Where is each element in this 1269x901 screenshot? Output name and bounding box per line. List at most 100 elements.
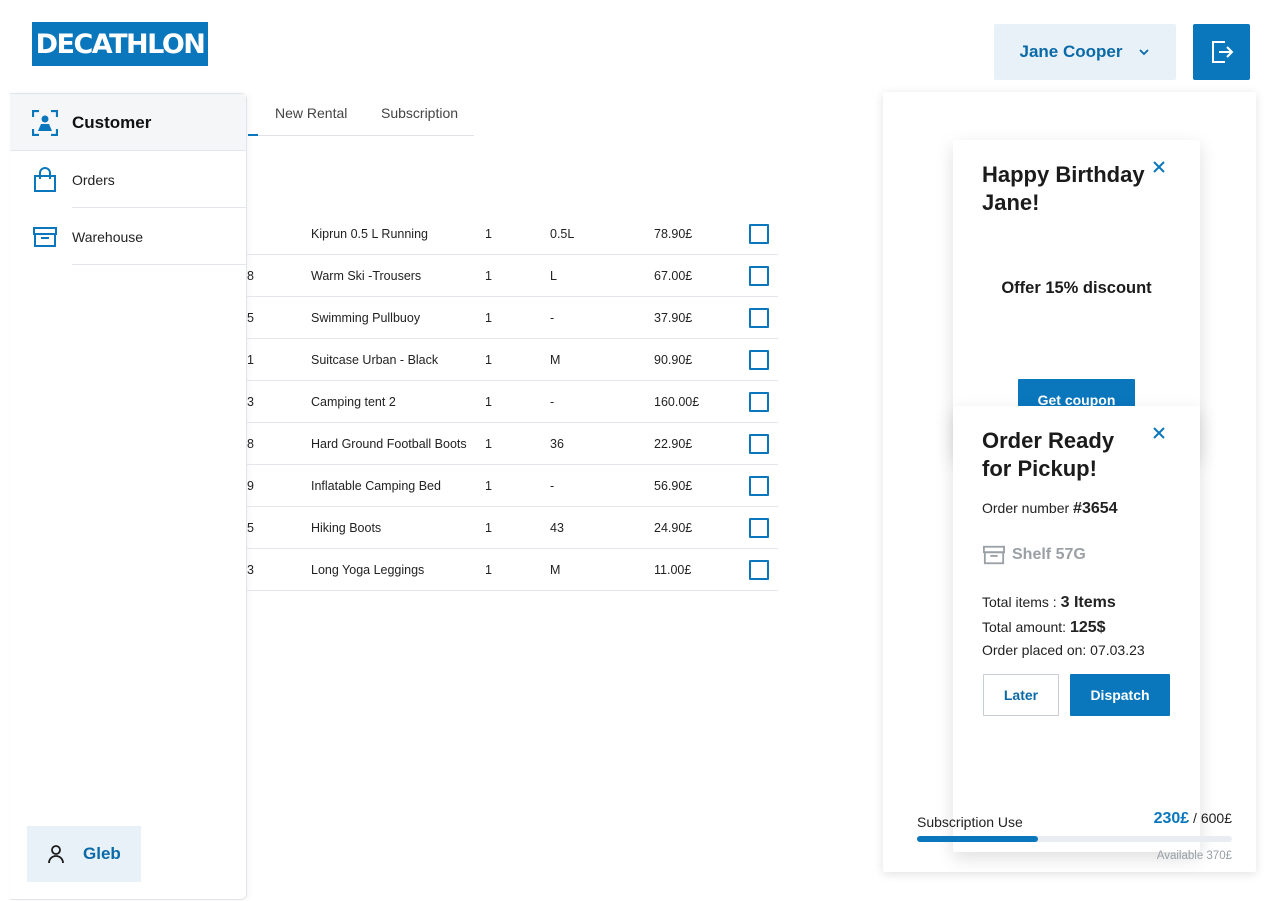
row-checkbox[interactable] — [749, 433, 769, 454]
row-checkbox[interactable] — [749, 349, 769, 370]
sidebar-item-orders[interactable]: Orders — [10, 151, 246, 208]
item-id-cell: 5 — [247, 520, 254, 535]
item-qty-cell: 1 — [485, 394, 492, 409]
rental-items-table: Kiprun 0.5 L Running 1 0.5L 78.90£ 8 Warm Ski… — [247, 213, 778, 591]
sidebar-item-label: Orders — [72, 171, 115, 188]
subscription-use-value: 230£ / 600£ — [1153, 810, 1232, 827]
later-button[interactable]: Later — [983, 674, 1059, 716]
item-id-cell: 3 — [247, 562, 254, 577]
item-size-cell: M — [550, 562, 561, 577]
item-name-cell: Long Yoga Leggings — [311, 562, 425, 577]
item-id-cell: 8 — [247, 436, 254, 451]
logout-button[interactable] — [1193, 24, 1250, 80]
user-menu-button[interactable]: Jane Cooper — [994, 24, 1176, 80]
item-size-cell: 36 — [550, 436, 564, 451]
shelf-location: Shelf 57G — [982, 544, 1086, 566]
warehouse-icon — [32, 224, 58, 250]
item-qty-cell: 1 — [485, 520, 492, 535]
item-price-cell: 90.90£ — [654, 352, 693, 367]
item-size-cell: - — [550, 310, 555, 325]
sidebar-item-warehouse[interactable]: Warehouse — [10, 208, 246, 265]
subscription-use-label: Subscription Use — [917, 814, 1023, 830]
sidebar-item-label: Warehouse — [72, 228, 144, 245]
item-name-cell: Warm Ski -Trousers — [311, 268, 422, 283]
row-checkbox[interactable] — [749, 265, 769, 286]
table-row: 9 Inflatable Camping Bed 1 - 56.90£ — [247, 465, 778, 507]
tab-active-indicator — [248, 134, 258, 136]
item-id-cell: 5 — [247, 310, 254, 325]
row-checkbox[interactable] — [749, 307, 769, 328]
order-pickup-card: Order Ready for Pickup! Order number #36… — [953, 406, 1200, 852]
logout-icon — [1211, 41, 1233, 63]
subscription-progress-fill — [917, 836, 1038, 842]
birthday-card: Happy Birthday Jane! Offer 15% discount … — [953, 140, 1200, 456]
current-user-button[interactable]: Gleb — [27, 826, 141, 882]
current-user-name: Gleb — [83, 844, 121, 863]
tab-bar: New Rental Subscription — [248, 93, 474, 136]
table-row: Kiprun 0.5 L Running 1 0.5L 78.90£ — [247, 213, 778, 255]
pickup-title: Order Ready for Pickup! — [982, 428, 1115, 481]
table-row: 5 Swimming Pullbuoy 1 - 37.90£ — [247, 297, 778, 339]
sidebar-item-customer[interactable]: Customer — [10, 94, 246, 151]
item-name-cell: Camping tent 2 — [311, 394, 396, 409]
item-qty-cell: 1 — [485, 478, 492, 493]
row-checkbox[interactable] — [749, 559, 769, 580]
chevron-down-icon — [1139, 49, 1150, 56]
table-row: 3 Camping tent 2 1 - 160.00£ — [247, 381, 778, 423]
item-price-cell: 24.90£ — [654, 520, 693, 535]
item-id-cell: 3 — [247, 394, 254, 409]
item-name-cell: Suitcase Urban - Black — [311, 352, 439, 367]
item-qty-cell: 1 — [485, 436, 492, 451]
row-checkbox[interactable] — [749, 475, 769, 496]
item-price-cell: 160.00£ — [654, 394, 700, 409]
table-row: 3 Long Yoga Leggings 1 M 11.00£ — [247, 549, 778, 591]
item-id-cell: 1 — [247, 352, 254, 367]
close-icon[interactable] — [1152, 426, 1166, 440]
decathlon-logo[interactable]: DECATHLON — [32, 22, 208, 66]
item-name-cell: Swimming Pullbuoy — [311, 310, 421, 325]
item-qty-cell: 1 — [485, 268, 492, 283]
table-row: 5 Hiking Boots 1 43 24.90£ — [247, 507, 778, 549]
tab-subscription[interactable]: Subscription — [381, 105, 459, 121]
table-row: 8 Hard Ground Football Boots 1 36 22.90£ — [247, 423, 778, 465]
item-size-cell: - — [550, 478, 555, 493]
warehouse-icon — [983, 545, 1005, 565]
item-size-cell: - — [550, 394, 555, 409]
item-qty-cell: 1 — [485, 352, 492, 367]
item-qty-cell: 1 — [485, 226, 492, 241]
row-checkbox[interactable] — [749, 391, 769, 412]
sidebar-item-label: Customer — [72, 112, 152, 132]
birthday-title: Happy Birthday Jane! — [982, 162, 1145, 215]
subscription-progress-bar — [917, 836, 1232, 842]
item-name-cell: Inflatable Camping Bed — [311, 478, 441, 493]
notifications-panel: Happy Birthday Jane! Offer 15% discount … — [883, 92, 1256, 872]
row-checkbox[interactable] — [749, 517, 769, 538]
subscription-available: Available 370£ — [1156, 850, 1232, 862]
item-price-cell: 78.90£ — [654, 226, 693, 241]
table-row: 1 Suitcase Urban - Black 1 M 90.90£ — [247, 339, 778, 381]
total-items-line: Total items : 3 Items — [982, 594, 1116, 611]
sidebar: Customer Orders Warehouse Gleb — [10, 93, 247, 900]
item-qty-cell: 1 — [485, 562, 492, 577]
item-size-cell: M — [550, 352, 561, 367]
order-number: #3654 — [1073, 500, 1118, 517]
item-name-cell: Hard Ground Football Boots — [311, 436, 467, 451]
item-id-cell: 9 — [247, 478, 254, 493]
birthday-offer-text: Offer 15% discount — [1001, 279, 1152, 297]
user-menu-name: Jane Cooper — [1019, 42, 1123, 61]
shopping-bag-icon — [32, 166, 58, 193]
close-icon[interactable] — [1152, 160, 1166, 174]
item-price-cell: 22.90£ — [654, 436, 693, 451]
item-price-cell: 67.00£ — [654, 268, 693, 283]
tab-new-rental[interactable]: New Rental — [275, 105, 348, 121]
item-name-cell: Kiprun 0.5 L Running — [311, 226, 428, 241]
customer-scan-icon — [32, 109, 58, 136]
row-checkbox[interactable] — [749, 223, 769, 244]
item-price-cell: 11.00£ — [654, 562, 692, 577]
table-row: 8 Warm Ski -Trousers 1 L 67.00£ — [247, 255, 778, 297]
order-date-line: Order placed on: 07.03.23 — [982, 642, 1145, 658]
dispatch-button[interactable]: Dispatch — [1070, 674, 1170, 716]
user-icon — [48, 845, 64, 864]
item-price-cell: 37.90£ — [654, 310, 693, 325]
item-qty-cell: 1 — [485, 310, 492, 325]
